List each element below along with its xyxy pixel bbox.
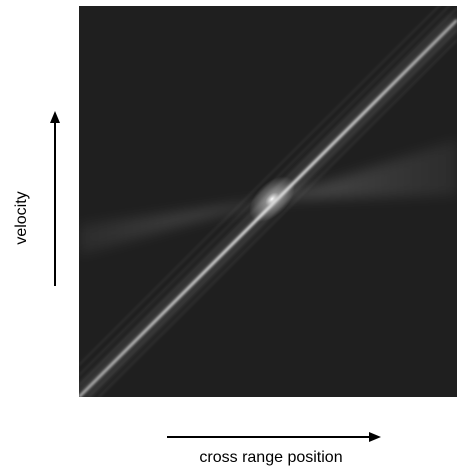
- x-axis-label: cross range position: [199, 449, 342, 466]
- y-axis-label: velocity: [13, 191, 30, 244]
- figure: velocity cross range position: [0, 0, 457, 469]
- page: velocity cross range position (() => { c…: [0, 0, 457, 469]
- ambiguity-image: [79, 0, 457, 397]
- y-arrow: [50, 111, 60, 286]
- x-arrow: [167, 432, 381, 442]
